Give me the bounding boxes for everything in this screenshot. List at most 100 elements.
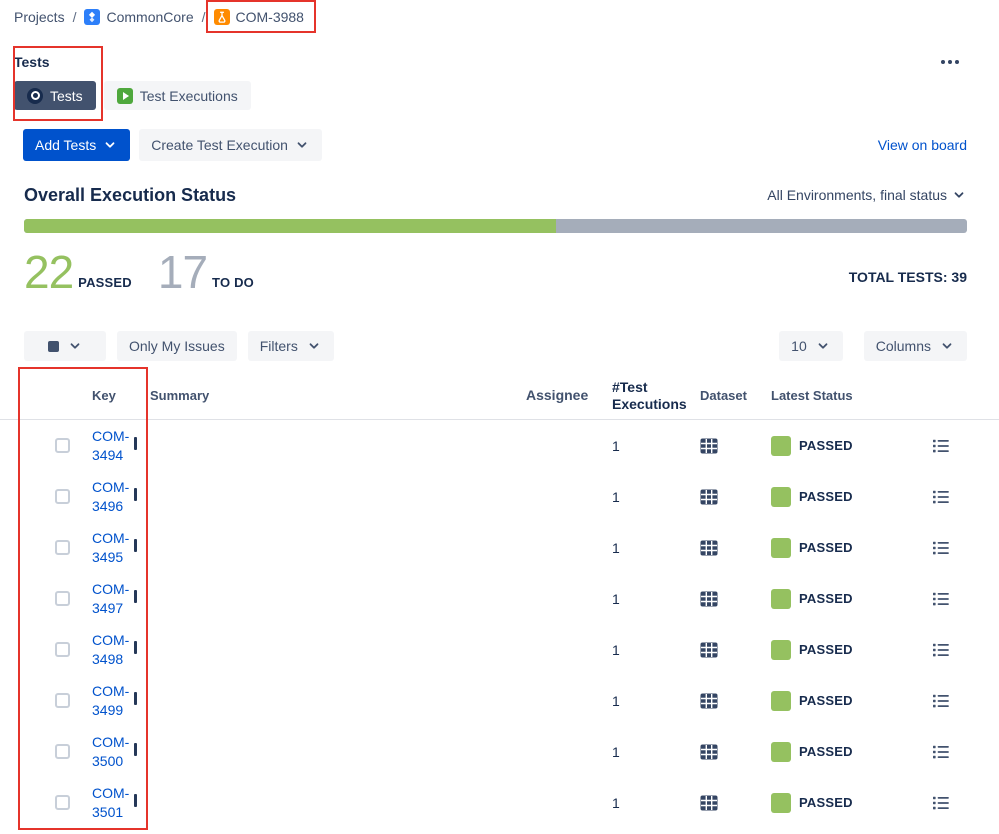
row-7-checkbox[interactable] [55,795,70,810]
filters-label: Filters [259,338,298,354]
dataset-icon[interactable] [700,591,718,607]
table-row-7: COM-3501 1 PASSED [0,777,999,828]
row-4-summary-text-remnant [134,640,137,654]
add-tests-button[interactable]: Add Tests [23,129,131,161]
execution-details-icon[interactable] [933,694,949,708]
total-tests-label: TOTAL TESTS: 39 [848,269,967,285]
more-options-button[interactable] [937,56,963,68]
row-6-key-link[interactable]: COM-3500 [92,733,130,769]
row-4-test-executions-count: 1 [612,641,620,658]
dataset-icon[interactable] [700,693,718,709]
row-2-summary-text-remnant [134,538,137,552]
row-0-select-cell [24,438,74,453]
dataset-icon[interactable] [700,540,718,556]
row-4-checkbox[interactable] [55,642,70,657]
row-0-summary-text-remnant [134,436,137,450]
execution-details-icon[interactable] [933,745,949,759]
breadcrumb-projects-link[interactable]: Projects [14,9,65,25]
row-0-dataset-cell [680,438,766,454]
status-passed-square [771,435,791,456]
row-5-test-executions-count: 1 [612,692,620,709]
row-0-checkbox[interactable] [55,438,70,453]
row-2-key-cell: COM-3495 [74,529,134,567]
execution-details-icon[interactable] [933,592,949,606]
row-7-actions-cell [931,796,967,810]
row-2-dataset-cell [680,540,766,556]
status-passed-label: PASSED [799,489,853,504]
execution-details-icon[interactable] [933,643,949,657]
table-header-cell-test-executions: #Test Executions [612,378,687,412]
breadcrumb-item-project: CommonCore [84,9,194,25]
row-5-checkbox[interactable] [55,693,70,708]
row-5-key-link[interactable]: COM-3499 [92,682,130,718]
row-5-actions-cell [931,694,967,708]
page-size-dropdown[interactable]: 10 [779,331,843,361]
table-header-cell-assignee: Assignee [526,387,589,403]
project-avatar-icon [84,9,101,25]
create-test-execution-button[interactable]: Create Test Execution [139,129,322,161]
row-1-select-cell [24,489,74,504]
row-1-checkbox[interactable] [55,489,70,504]
row-2-key-link[interactable]: COM-3495 [92,529,130,565]
row-6-summary-cell [134,742,526,761]
bulk-select-dropdown[interactable] [24,331,106,361]
columns-dropdown[interactable]: Columns [863,331,967,361]
row-1-summary-cell [134,487,526,506]
progress-passed-segment [24,219,556,233]
execution-details-icon[interactable] [933,796,949,810]
execution-details-icon[interactable] [933,490,949,504]
execution-details-icon[interactable] [933,541,949,555]
row-7-key-link[interactable]: COM-3501 [92,784,130,820]
tests-table: Key Summary Assignee #Test Executions Da… [0,372,999,828]
only-my-issues-button[interactable]: Only My Issues [117,331,237,361]
row-5-summary-text-remnant [134,691,137,705]
row-5-summary-cell [134,691,526,710]
todo-count: 17 [157,245,208,298]
table-row-6: COM-3500 1 PASSED [0,726,999,777]
row-1-key-cell: COM-3496 [74,478,134,516]
breadcrumb-project-link[interactable]: CommonCore [106,9,194,25]
row-3-checkbox[interactable] [55,591,70,606]
row-7-select-cell [24,795,74,810]
view-on-board-link[interactable]: View on board [877,137,967,153]
environment-filter-dropdown[interactable]: All Environments, final status [767,187,967,203]
row-7-dataset-cell [680,795,766,811]
row-1-key-link[interactable]: COM-3496 [92,478,130,514]
table-header-cell-latest-status: Latest Status [771,388,853,403]
dataset-icon[interactable] [700,438,718,454]
tab-test-executions-label: Test Executions [139,87,238,104]
row-7-summary-cell [134,793,526,812]
chevron-down-icon [309,343,319,349]
dataset-icon[interactable] [700,489,718,505]
add-tests-label: Add Tests [35,137,97,153]
row-6-checkbox[interactable] [55,744,70,759]
filter-bar: Only My Issues Filters 10 Columns [24,331,967,361]
filters-dropdown[interactable]: Filters [247,331,334,361]
row-0-key-link[interactable]: COM-3494 [92,427,130,463]
page-size-value: 10 [791,338,807,354]
row-0-summary-cell [134,436,526,455]
dataset-icon[interactable] [700,744,718,760]
table-row-0: COM-3494 1 PASSED [0,420,999,471]
title-row: Tests [14,52,963,72]
breadcrumb: Projects / CommonCore / COM-3988 [0,0,999,34]
table-row-4: COM-3498 1 PASSED [0,624,999,675]
execution-details-icon[interactable] [933,439,949,453]
tab-tests[interactable]: Tests [14,81,96,110]
row-2-checkbox[interactable] [55,540,70,555]
breadcrumb-issue-link[interactable]: COM-3988 [235,9,304,25]
row-3-summary-text-remnant [134,589,137,603]
dataset-icon[interactable] [700,642,718,658]
row-2-summary-cell [134,538,526,557]
row-6-latest-status: PASSED [766,741,931,762]
tab-test-executions[interactable]: Test Executions [103,81,251,110]
tab-tests-label: Tests [50,87,83,104]
row-4-key-link[interactable]: COM-3498 [92,631,130,667]
breadcrumb-item-issue: COM-3988 [213,9,304,25]
row-5-key-cell: COM-3499 [74,682,134,720]
dataset-icon[interactable] [700,795,718,811]
status-passed-label: PASSED [799,795,853,810]
row-3-dataset-cell [680,591,766,607]
row-3-key-link[interactable]: COM-3497 [92,580,130,616]
breadcrumb-separator: / [72,9,77,25]
